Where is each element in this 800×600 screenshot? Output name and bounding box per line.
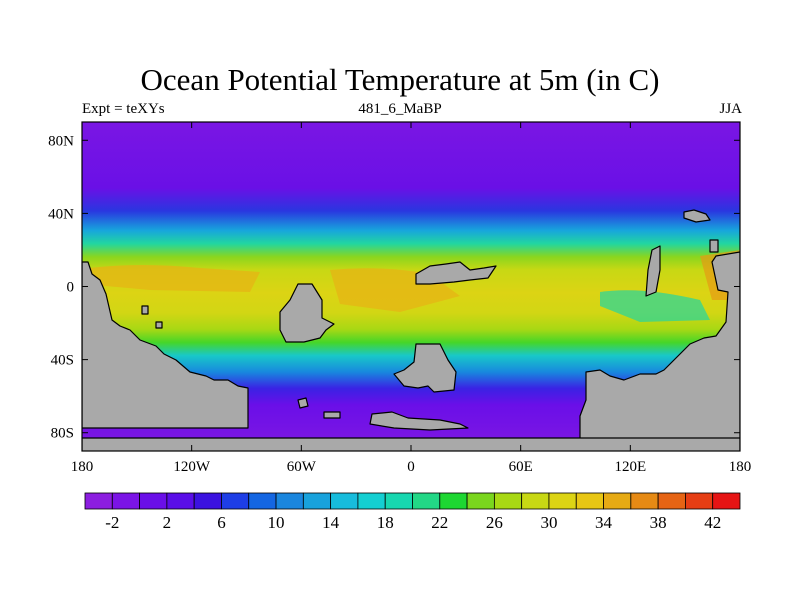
colorbar-box: [712, 492, 741, 510]
colorbar-box: [657, 492, 686, 510]
land-southern-island: [393, 343, 457, 393]
colorbar-box: [575, 492, 604, 510]
land-small-islet-b: [155, 321, 163, 329]
land-eastern-peninsula: [645, 245, 661, 297]
colorbar-box: [439, 492, 468, 510]
colorbar-box: [493, 492, 523, 510]
colorbar-label: 2: [163, 513, 172, 532]
land-northern-island: [415, 261, 497, 285]
colorbar-label: 18: [377, 513, 394, 532]
longitude-axis: 180 120W 60W 0 60E 120E 180: [71, 122, 752, 475]
colorbar-label: 6: [217, 513, 226, 532]
land-northeast-islet: [683, 209, 711, 223]
colorbar-box: [84, 492, 113, 510]
land-masses: [82, 209, 740, 451]
colorbar-box: [111, 492, 140, 510]
lon-tick-label: 120W: [173, 459, 211, 475]
colorbar: -2 2 6 10 14 18 22 26 30 34 38 42: [84, 492, 741, 532]
land-antarctica: [82, 437, 740, 451]
colorbar-box: [221, 492, 250, 510]
colorbar-box: [630, 492, 659, 510]
lon-tick-label: 120E: [614, 459, 646, 475]
lat-tick-label: 40S: [51, 353, 74, 369]
warm-pool-pacific: [90, 265, 260, 292]
season-label: JJA: [719, 101, 742, 117]
colorbar-box: [330, 492, 359, 510]
lon-tick-label: 180: [71, 459, 94, 475]
land-small-islet-c: [297, 397, 309, 409]
colorbar-box: [466, 492, 495, 510]
colorbar-box: [603, 492, 632, 510]
colorbar-box: [412, 492, 441, 510]
colorbar-label: -2: [105, 513, 119, 532]
lon-tick-label: 60W: [287, 459, 317, 475]
colorbar-label: 14: [322, 513, 340, 532]
colorbar-label: 26: [486, 513, 503, 532]
land-small-islet-a: [141, 305, 149, 315]
colorbar-box: [139, 492, 168, 510]
land-small-islet-d: [323, 411, 341, 419]
colorbar-label: 38: [650, 513, 667, 532]
land-west-continent: [82, 261, 249, 429]
lon-tick-label: 60E: [509, 459, 533, 475]
colorbar-box: [521, 492, 550, 510]
experiment-label: Expt = teXYs: [82, 101, 165, 117]
lat-tick-label: 40N: [48, 206, 74, 222]
colorbar-label: 10: [268, 513, 285, 532]
run-label: 481_6_MaBP: [358, 101, 442, 117]
colorbar-label: 30: [540, 513, 557, 532]
lat-tick-label: 80S: [51, 426, 74, 442]
land-east-islet: [709, 239, 719, 253]
land-antarctic-shelf: [369, 411, 469, 431]
colorbar-box: [275, 492, 304, 510]
colorbar-label: 42: [704, 513, 721, 532]
colorbar-box: [357, 492, 386, 510]
colorbar-box: [193, 492, 222, 510]
colorbar-box: [685, 492, 714, 510]
colorbar-label: 34: [595, 513, 613, 532]
cool-tongue-east: [600, 290, 710, 322]
colorbar-box: [248, 492, 277, 510]
plot-title: Ocean Potential Temperature at 5m (in C): [140, 62, 660, 97]
colorbar-box: [302, 492, 332, 510]
lat-tick-label: 0: [67, 280, 75, 296]
land-equatorial-island: [279, 283, 335, 343]
colorbar-label: 22: [431, 513, 448, 532]
colorbar-box: [166, 492, 195, 510]
lat-tick-label: 80N: [48, 133, 74, 149]
colorbar-box: [548, 492, 577, 510]
lon-tick-label: 0: [407, 459, 415, 475]
lon-tick-label: 180: [729, 459, 752, 475]
colorbar-box: [384, 492, 413, 510]
latitude-axis: 80N 40N 0 40S 80S: [48, 133, 740, 442]
